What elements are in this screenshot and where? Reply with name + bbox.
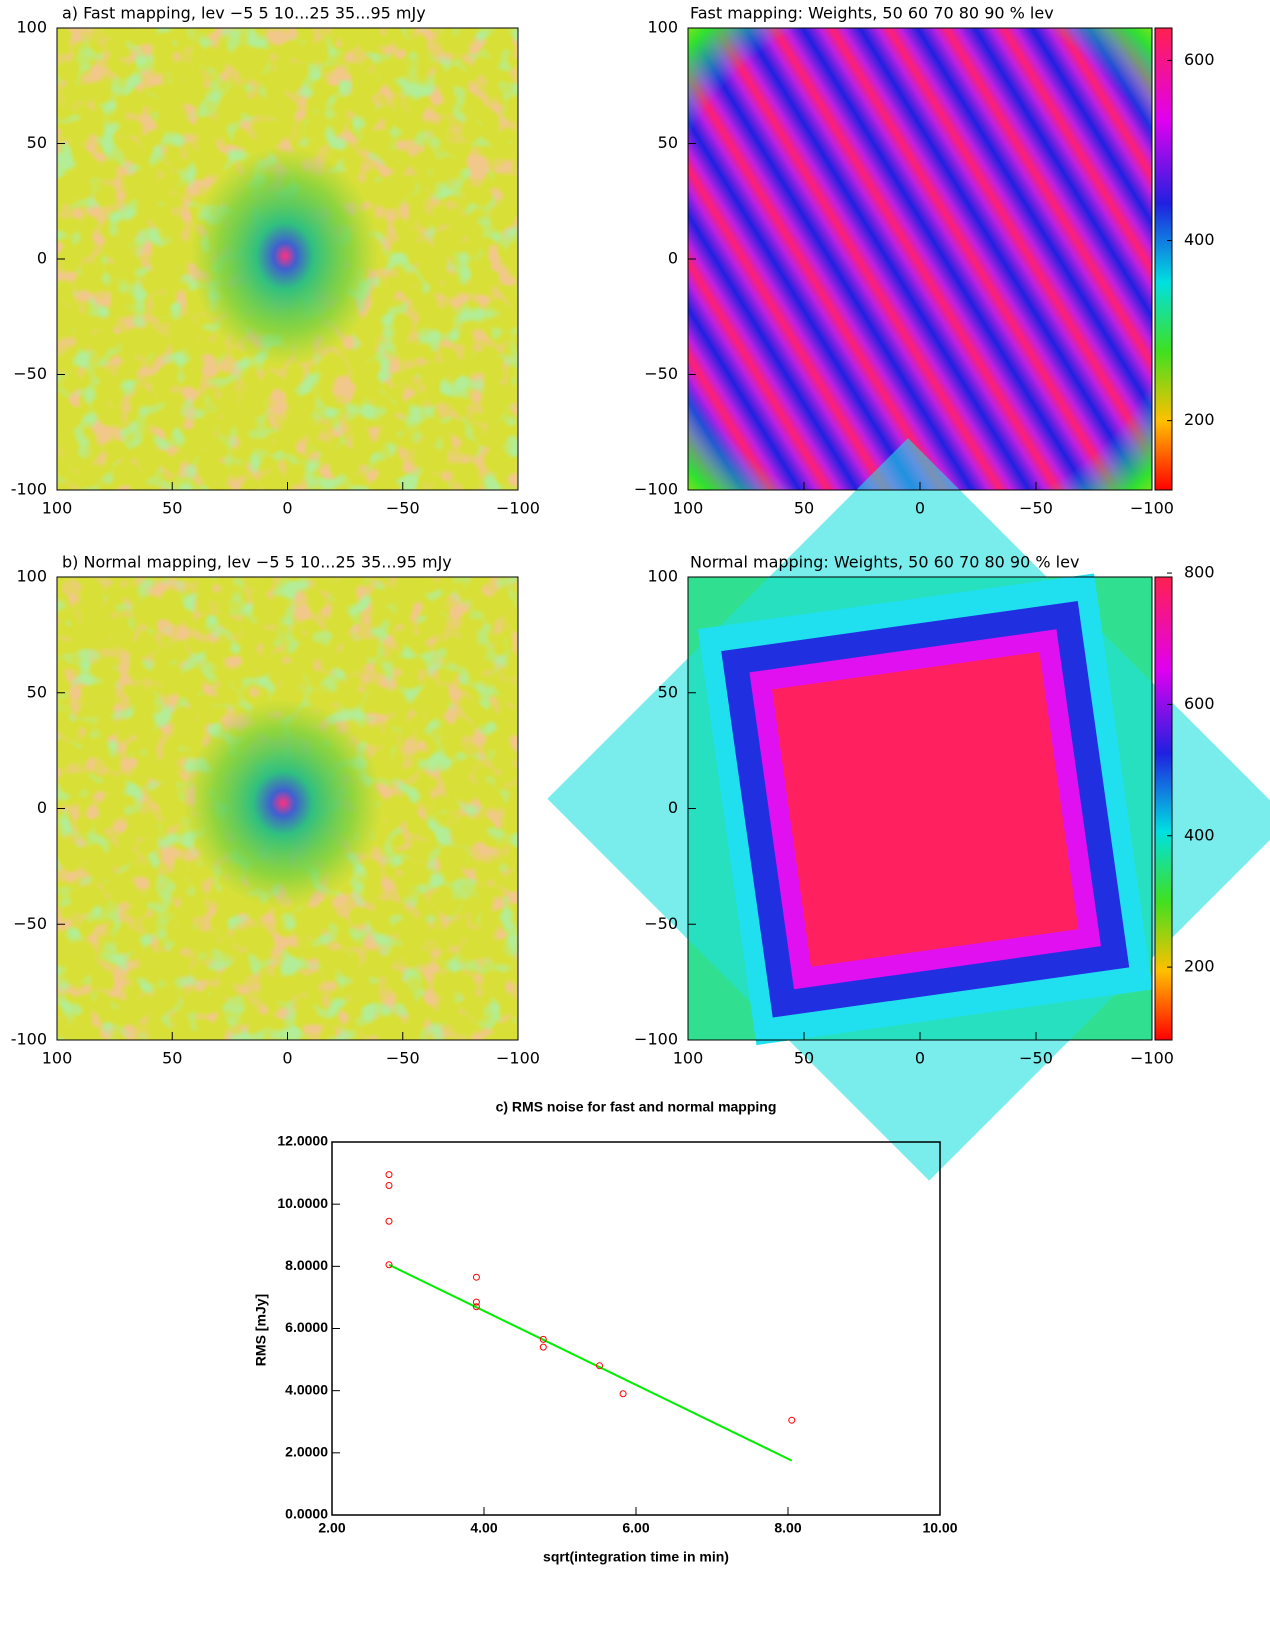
y-tick-label: 0 — [37, 798, 47, 817]
y-tick-label: −50 — [644, 364, 678, 383]
y-tick-label: 50 — [658, 133, 678, 152]
x-tick-label: 8.00 — [774, 1520, 801, 1536]
colorbar-tick-label: 600 — [1184, 50, 1215, 69]
x-tick-label: 50 — [794, 499, 814, 518]
x-tick-label: −100 — [1130, 1049, 1174, 1068]
x-tick-label: 50 — [162, 1049, 182, 1068]
x-tick-label: 100 — [42, 1049, 73, 1068]
y-tick-label: 100 — [647, 18, 678, 37]
data-point — [385, 1171, 393, 1179]
colorbar-tick-label: 800 — [1184, 563, 1215, 582]
y-tick-label: -100 — [11, 1030, 47, 1049]
x-tick-label: 0 — [915, 1049, 925, 1068]
colorbar — [1154, 576, 1173, 1041]
data-point — [385, 1261, 393, 1269]
chart-title: c) RMS noise for fast and normal mapping — [496, 1099, 777, 1115]
plot-frame — [331, 1141, 941, 1516]
y-axis-label: RMS [mJy] — [253, 1294, 269, 1366]
x-tick-label: −50 — [1019, 499, 1053, 518]
x-tick-label: 0 — [915, 499, 925, 518]
x-tick-label: 50 — [794, 1049, 814, 1068]
y-tick-label: 10.0000 — [277, 1195, 328, 1211]
y-tick-label: 6.0000 — [285, 1319, 328, 1335]
chart-title: Fast mapping: Weights, 50 60 70 80 90 % … — [690, 4, 1054, 23]
x-axis-label: sqrt(integration time in min) — [543, 1549, 729, 1565]
colorbar-tick-label: 200 — [1184, 410, 1215, 429]
data-point — [472, 1298, 480, 1306]
chart-title: b) Normal mapping, lev −5 5 10...25 35..… — [62, 553, 452, 572]
x-tick-label: 100 — [673, 1049, 704, 1068]
y-tick-label: 0.0000 — [285, 1506, 328, 1522]
y-tick-label: 50 — [27, 682, 47, 701]
y-tick-label: 100 — [16, 18, 47, 37]
colorbar-tick-label: 600 — [1184, 694, 1215, 713]
x-tick-label: −50 — [386, 1049, 420, 1068]
y-tick-label: 2.0000 — [285, 1444, 328, 1460]
x-tick-label: −100 — [1130, 499, 1174, 518]
map-image-b — [57, 577, 518, 1040]
y-tick-label: 4.0000 — [285, 1381, 328, 1397]
y-tick-label: 50 — [658, 682, 678, 701]
y-tick-label: −50 — [644, 914, 678, 933]
map-image-a — [57, 28, 518, 490]
y-tick-label: 0 — [668, 249, 678, 268]
colorbar-tick-label: 200 — [1184, 957, 1215, 976]
y-tick-label: 0 — [37, 249, 47, 268]
data-point — [539, 1335, 547, 1343]
y-tick-label: 100 — [16, 567, 47, 586]
data-point — [385, 1182, 393, 1190]
y-tick-label: 0 — [668, 798, 678, 817]
x-tick-label: 10.00 — [922, 1520, 957, 1536]
y-tick-label: -100 — [11, 480, 47, 499]
data-point — [619, 1390, 627, 1398]
y-tick-label: −50 — [13, 364, 47, 383]
y-tick-label: 100 — [647, 567, 678, 586]
x-tick-label: 0 — [282, 499, 292, 518]
weights-image-normal — [547, 438, 1270, 1181]
x-tick-label: 100 — [42, 499, 73, 518]
x-tick-label: −100 — [496, 1049, 540, 1068]
data-point — [596, 1362, 604, 1370]
x-tick-label: 4.00 — [470, 1520, 497, 1536]
x-tick-label: −100 — [496, 499, 540, 518]
x-tick-label: −50 — [386, 499, 420, 518]
x-tick-label: −50 — [1019, 1049, 1053, 1068]
data-point — [385, 1217, 393, 1225]
y-tick-label: −100 — [634, 1030, 678, 1049]
x-tick-label: 100 — [673, 499, 704, 518]
map-panel: Normal mapping: Weights, 50 60 70 80 90 … — [634, 553, 1215, 1068]
x-tick-label: 6.00 — [622, 1520, 649, 1536]
data-point — [539, 1343, 547, 1351]
map-panel: Fast mapping: Weights, 50 60 70 80 90 % … — [634, 4, 1215, 518]
x-tick-label: 0 — [282, 1049, 292, 1068]
y-tick-label: 12.0000 — [277, 1133, 328, 1149]
x-tick-label: 2.00 — [318, 1520, 345, 1536]
map-panel: b) Normal mapping, lev −5 5 10...25 35..… — [11, 553, 540, 1068]
x-tick-label: 50 — [162, 499, 182, 518]
data-point — [472, 1273, 480, 1281]
data-point — [788, 1416, 796, 1424]
colorbar — [1154, 27, 1173, 491]
map-panel: a) Fast mapping, lev −5 5 10...25 35...9… — [11, 4, 540, 518]
y-tick-label: 8.0000 — [285, 1257, 328, 1273]
chart-title: a) Fast mapping, lev −5 5 10...25 35...9… — [62, 4, 426, 23]
scatter-plot: c) RMS noise for fast and normal mapping… — [253, 1099, 958, 1565]
colorbar-tick-label: 400 — [1184, 230, 1215, 249]
colorbar-tick-label: 400 — [1184, 825, 1215, 844]
y-tick-label: 50 — [27, 133, 47, 152]
y-tick-label: −50 — [13, 914, 47, 933]
weights-image-fast — [688, 28, 1152, 490]
data-point — [472, 1303, 480, 1311]
chart-title: Normal mapping: Weights, 50 60 70 80 90 … — [690, 553, 1079, 572]
fit-line — [388, 1263, 793, 1462]
y-tick-label: −100 — [634, 480, 678, 499]
